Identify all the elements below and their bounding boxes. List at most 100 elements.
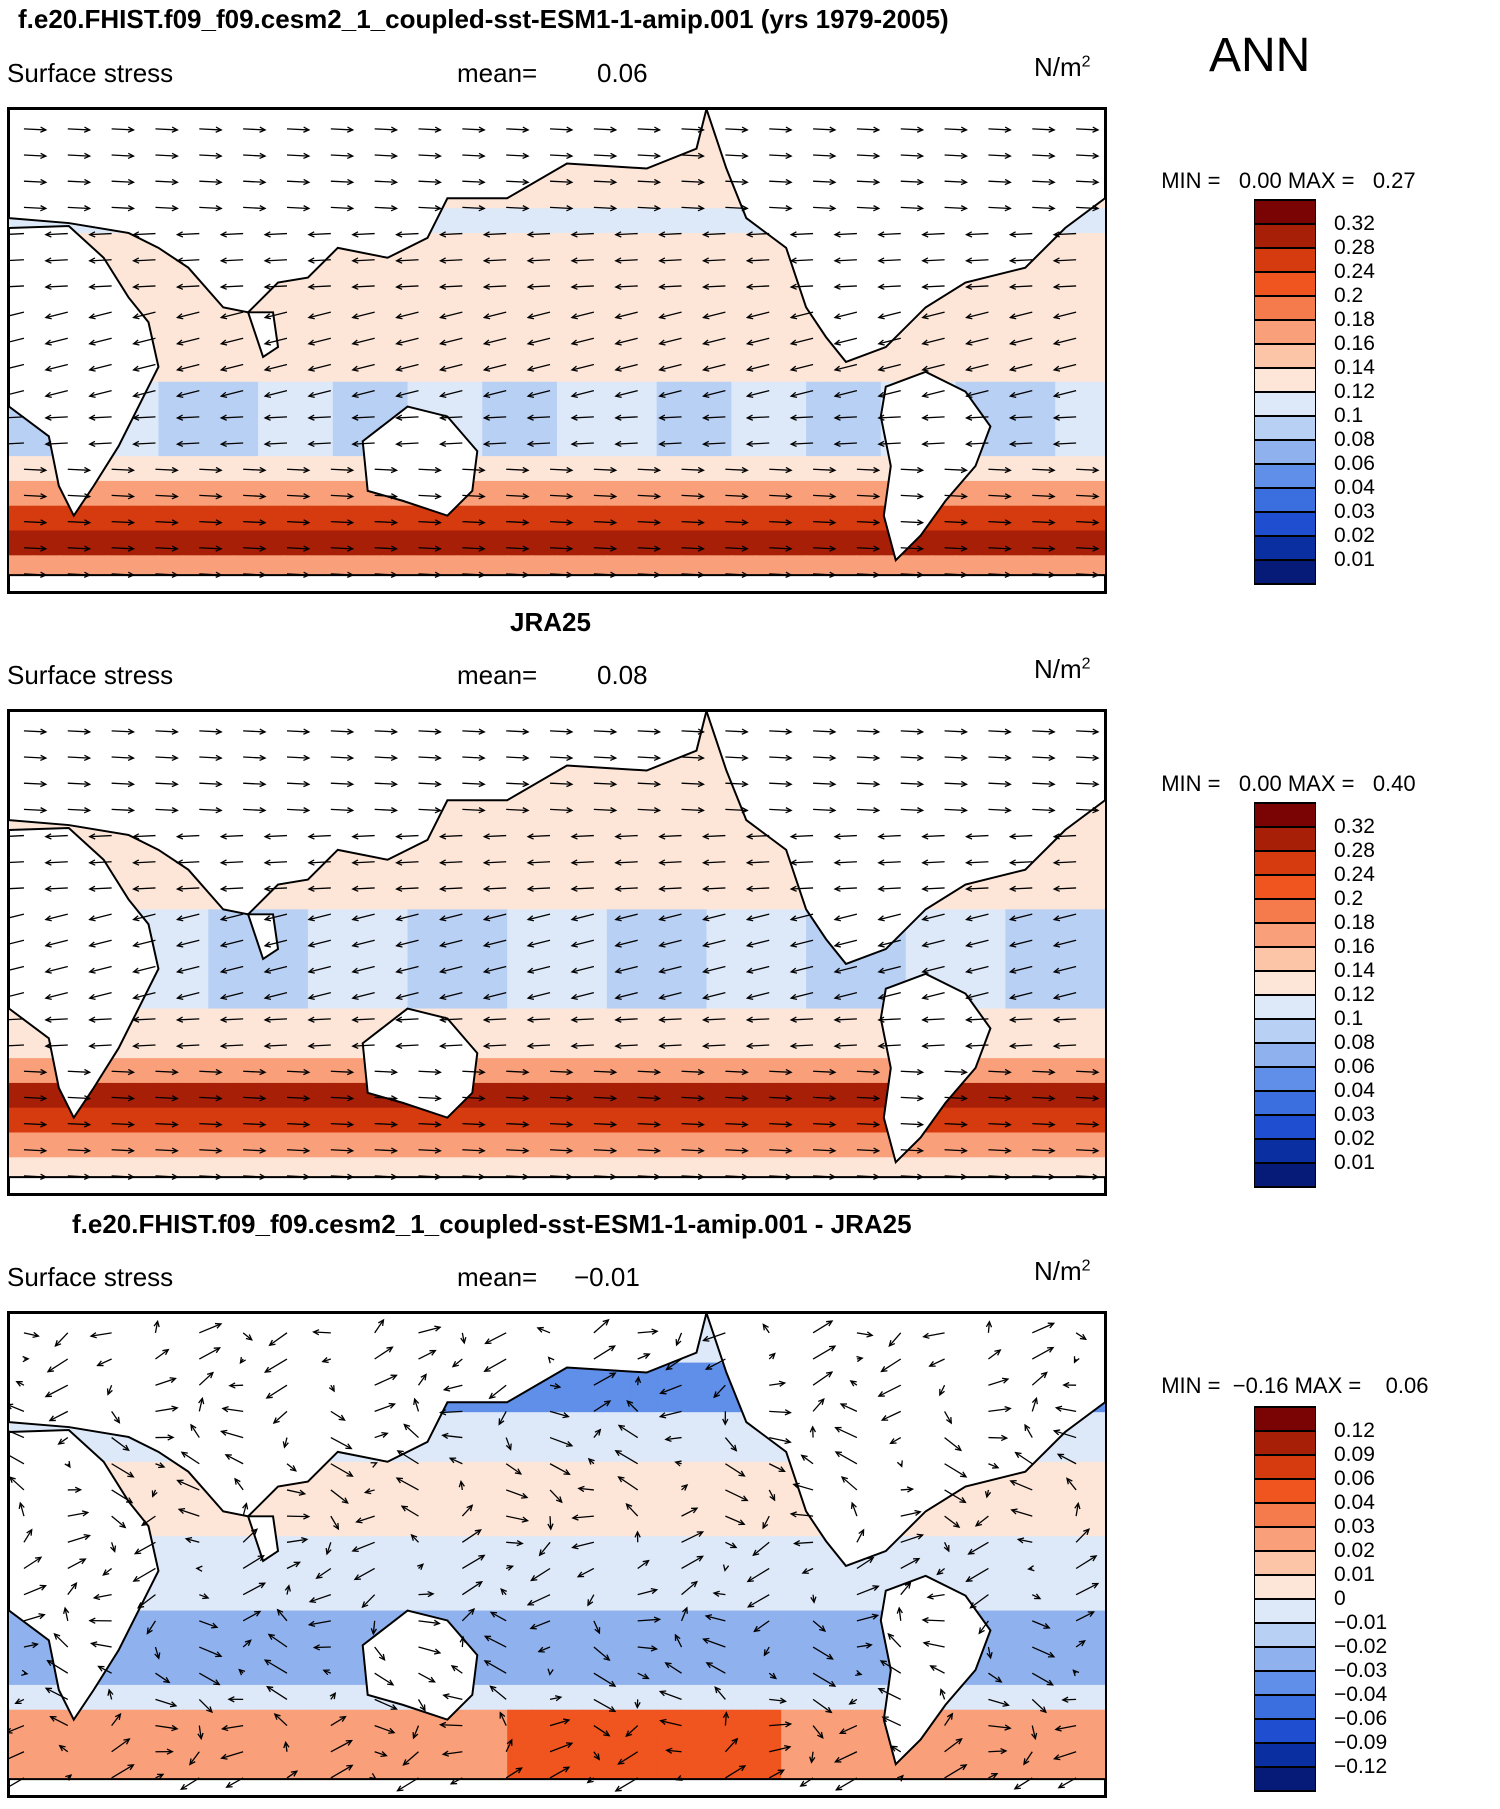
stress-arrow-head (219, 833, 227, 840)
field-cell (681, 257, 708, 284)
stress-arrow (615, 442, 638, 445)
stress-arrow (703, 887, 726, 890)
stress-arrow (528, 834, 551, 838)
stress-arrow-head (1004, 519, 1012, 526)
panel3-units: N/m2 (1034, 1256, 1091, 1286)
stress-arrow-head (789, 859, 797, 866)
stress-arrow (1032, 1070, 1055, 1073)
stress-arrow-head (522, 1095, 530, 1102)
stress-arrow-head (242, 1502, 249, 1510)
field-cell (756, 1585, 783, 1612)
stress-arrow-head (877, 257, 885, 264)
panel1-title: f.e20.FHIST.f09_f09.cesm2_1_coupled-sst-… (18, 4, 949, 34)
colorbar-divider (1254, 898, 1316, 900)
field-cell (532, 1107, 558, 1134)
field-cell (83, 505, 110, 532)
colorbar-divider (1254, 463, 1316, 465)
stress-arrow (221, 285, 244, 288)
colorbar-tick-label: 0.24 (1334, 863, 1375, 886)
panel2-colorbar: 0.32 0.28 0.24 0.2 0.18 0.16 0.14 0.12 0.1 0.08 0.… (1254, 802, 1375, 1188)
stress-arrow (988, 520, 1011, 524)
field-cell (731, 834, 758, 861)
stress-arrow-head (303, 754, 311, 762)
stress-arrow (133, 390, 156, 397)
field-cell (407, 909, 434, 936)
stress-arrow (549, 1384, 561, 1388)
field-cell (382, 356, 409, 383)
stress-arrow-head (960, 1147, 968, 1154)
stress-arrow-head (829, 493, 837, 500)
stress-arrow-head (741, 493, 749, 500)
stress-arrow (89, 861, 112, 864)
stress-arrow-head (1008, 967, 1017, 974)
stress-arrow (9, 913, 25, 919)
stress-arrow (265, 887, 288, 890)
stress-arrow (813, 494, 836, 498)
field-cell (656, 1082, 683, 1109)
stress-arrow (549, 782, 572, 785)
stress-arrow-head (259, 754, 267, 762)
stress-arrow (1076, 808, 1099, 812)
stress-arrow-head (478, 1173, 486, 1180)
field-cell (731, 1734, 758, 1761)
stress-arrow-head (570, 313, 578, 320)
stress-arrow (851, 1502, 858, 1517)
stress-arrow (221, 232, 244, 236)
stress-arrow (769, 1096, 792, 1100)
stress-arrow (374, 1149, 397, 1152)
stress-arrow-head (83, 1147, 92, 1154)
stress-arrow (418, 1175, 441, 1178)
stress-arrow (155, 180, 178, 183)
stress-arrow (374, 206, 397, 210)
stress-arrow-head (522, 545, 530, 552)
stress-arrow-head (132, 915, 140, 922)
stress-arrow-head (785, 807, 793, 814)
field-cell (557, 232, 583, 259)
stress-arrow (637, 730, 660, 733)
stress-arrow (549, 1175, 572, 1178)
field-cell (407, 1585, 434, 1612)
stress-arrow-head (658, 993, 666, 1000)
stress-arrow-head (346, 571, 355, 578)
stress-arrow (791, 1018, 814, 1021)
stress-arrow-head (960, 1173, 968, 1180)
stress-arrow-head (610, 1068, 618, 1076)
stress-arrow (111, 730, 134, 733)
stress-arrow (571, 965, 595, 973)
stress-arrow (417, 1374, 427, 1386)
colorbar-divider (1254, 826, 1316, 828)
stress-arrow (593, 154, 616, 157)
stress-arrow (199, 547, 222, 550)
stress-arrow (813, 520, 836, 524)
field-cell (507, 909, 534, 936)
field-cell (283, 1107, 309, 1134)
field-cell (756, 1734, 783, 1761)
field-cell (855, 480, 882, 507)
stress-arrow-head (351, 339, 359, 346)
stress-arrow (484, 416, 507, 419)
field-cell (806, 1734, 832, 1761)
field-cell (1080, 257, 1105, 284)
field-cell (158, 530, 185, 557)
stress-arrow-head (570, 885, 578, 892)
field-cell (781, 1107, 808, 1134)
stress-arrow-head (658, 339, 666, 346)
field-cell (158, 307, 185, 334)
field-cell (980, 1734, 1007, 1761)
stress-arrow-head (960, 807, 968, 814)
stress-arrow (155, 1407, 178, 1413)
stress-arrow-head (219, 231, 227, 238)
field-cell (955, 307, 982, 334)
stress-arrow (418, 1122, 441, 1126)
stress-arrow-head (570, 391, 578, 398)
stress-arrow-head (482, 414, 491, 421)
field-cell (1055, 480, 1082, 507)
field-cell (731, 1107, 758, 1134)
stress-arrow (506, 1122, 529, 1126)
stress-arrow-head (701, 859, 710, 866)
field-cell (557, 332, 583, 358)
stress-arrow (1010, 442, 1033, 445)
field-cell (432, 1536, 459, 1562)
field-cell (457, 1709, 484, 1736)
stress-arrow (593, 1175, 616, 1178)
